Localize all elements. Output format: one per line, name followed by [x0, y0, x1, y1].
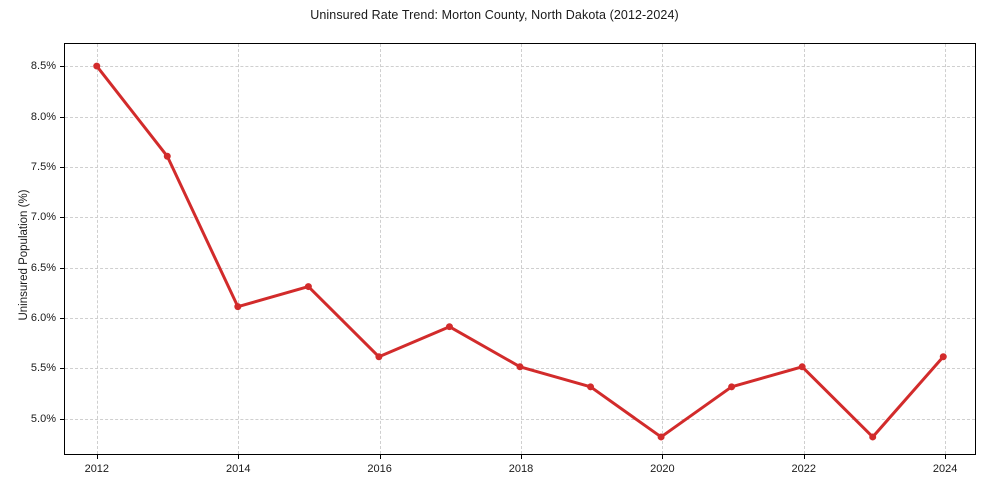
x-tick-label: 2024 — [932, 463, 958, 475]
data-point-marker: 2014: 6.1% — [234, 303, 242, 311]
data-point-marker: 2016: 5.6% — [375, 353, 383, 361]
y-tick-label: 6.0% — [30, 311, 56, 324]
y-tick-mark — [60, 116, 65, 118]
x-tick-label: 2012 — [84, 463, 110, 475]
data-point-marker: 2012: 8.5% — [93, 62, 101, 70]
y-tick-mark — [60, 217, 65, 219]
y-tick-label: 5.0% — [30, 412, 56, 425]
y-axis-label: Uninsured Population (%) — [18, 189, 30, 321]
data-point-marker: 2018: 5.5% — [516, 363, 524, 371]
data-point-marker: 2013: 7.6% — [163, 152, 171, 160]
x-tick-label: 2016 — [367, 463, 392, 475]
y-tick-mark — [60, 317, 65, 319]
y-tick-mark — [60, 368, 65, 370]
y-tick-mark — [60, 267, 65, 269]
x-tick-label: 2020 — [650, 463, 675, 475]
data-point-marker: 2024: 5.6% — [939, 353, 947, 361]
y-tick-label: 5.5% — [30, 362, 56, 375]
y-tick-mark — [60, 66, 65, 68]
data-point-marker: 2015: 6.3% — [304, 283, 312, 291]
x-tick-label: 2018 — [508, 463, 534, 475]
x-tick-mark — [803, 454, 805, 459]
x-tick-mark — [238, 454, 240, 459]
x-tick-mark — [379, 454, 381, 459]
x-tick-mark — [96, 454, 98, 459]
data-point-marker: 2023: 4.8% — [869, 433, 877, 441]
y-tick-label: 7.0% — [30, 211, 56, 224]
y-tick-label: 8.0% — [30, 110, 56, 123]
chart-title: Uninsured Rate Trend: Morton County, Nor… — [310, 8, 679, 22]
y-tick-label: 8.5% — [30, 60, 56, 73]
data-point-marker: 2017: 5.9% — [445, 323, 453, 331]
series-line — [95, 64, 945, 439]
data-point-marker: 2022: 5.5% — [798, 363, 806, 371]
x-tick-mark — [662, 454, 664, 459]
x-tick-mark — [945, 454, 947, 459]
y-tick-label: 6.5% — [30, 261, 56, 274]
plot-area: 5.0% 5.5% 6.0% 6.5% 7.0% 7.5% 8.0% 8.5% 2012 201… — [31, 43, 976, 475]
data-point-marker: 2021: 5.3% — [728, 383, 736, 391]
y-tick-mark — [60, 418, 65, 420]
data-point-marker: 2020: 4.8% — [657, 433, 665, 441]
y-tick-mark — [60, 166, 65, 168]
x-tick-mark — [521, 454, 522, 459]
line-series-uninsured-rate: 2012: 8.5% 2013: 7.6% 2014: 6.1% 2015: 6.3%… — [93, 62, 947, 441]
x-tick-label: 2022 — [791, 463, 817, 475]
y-tick-label: 7.5% — [30, 160, 56, 173]
plot-inner: 5.0% 5.5% 6.0% 6.5% 7.0% 7.5% 8.0% 8.5% 2012 201… — [31, 44, 975, 475]
data-point-marker: 2019: 5.3% — [587, 383, 595, 391]
x-tick-label: 2014 — [225, 463, 251, 475]
